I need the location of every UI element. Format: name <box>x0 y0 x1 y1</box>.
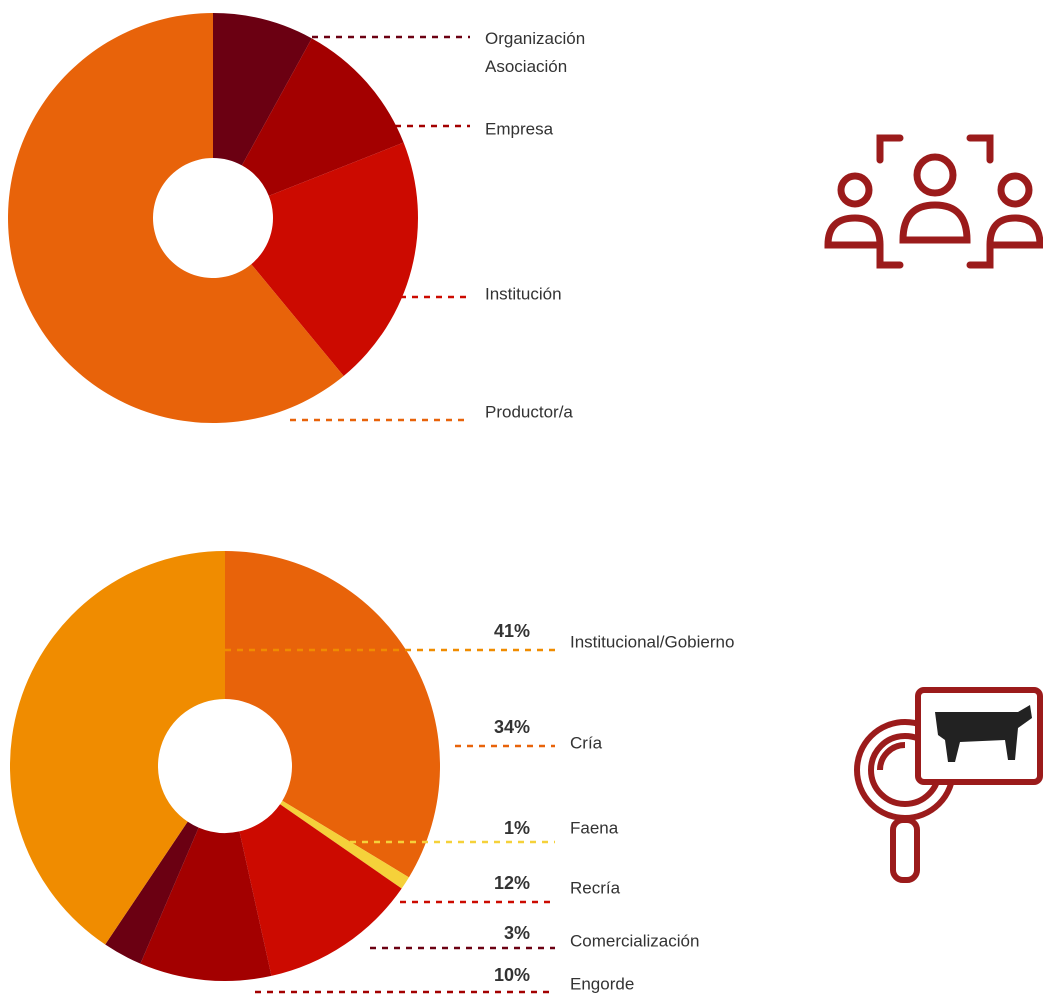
value-label: 34% <box>494 717 530 737</box>
category-label: Cría <box>570 733 603 752</box>
category-label: Institucional/Gobierno <box>570 632 734 651</box>
slice <box>239 804 402 976</box>
category-label: Institución <box>485 284 562 303</box>
slice <box>251 142 418 376</box>
category-label: Recría <box>570 878 621 897</box>
people-icon <box>824 134 1043 269</box>
category-label: Faena <box>570 818 619 837</box>
category-label: Comercialización <box>570 931 699 950</box>
label-line: Organización <box>485 29 585 48</box>
slice <box>241 38 404 196</box>
slice <box>213 13 312 166</box>
value-label: 1% <box>504 818 530 838</box>
magnifier-icon <box>854 687 1043 883</box>
slice <box>105 821 199 964</box>
category-label: Productor/a <box>485 402 573 421</box>
slice <box>225 551 441 878</box>
category-label: Engorde <box>570 974 634 993</box>
category-label: Empresa <box>485 119 554 138</box>
slice <box>10 551 226 945</box>
slice <box>7 13 344 423</box>
slice <box>280 800 409 889</box>
value-label: 3% <box>504 923 530 943</box>
value-label: 12% <box>494 873 530 893</box>
value-label: 10% <box>494 965 530 985</box>
slice <box>140 827 272 981</box>
value-label: 41% <box>494 621 530 641</box>
label-line: Asociación <box>485 57 567 76</box>
category-label: Organización Asociación <box>485 29 585 76</box>
